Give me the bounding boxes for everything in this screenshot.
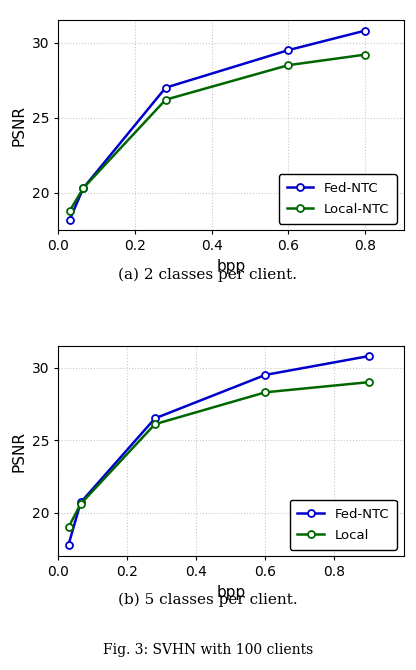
Local xyxy=(263,389,268,397)
Line: Local-NTC: Local-NTC xyxy=(66,51,369,214)
Fed-NTC xyxy=(366,352,371,360)
Fed-NTC xyxy=(163,84,168,92)
Line: Fed-NTC: Fed-NTC xyxy=(66,27,369,223)
Local xyxy=(366,378,371,386)
Y-axis label: PSNR: PSNR xyxy=(11,431,26,472)
Fed-NTC xyxy=(363,27,368,35)
Local-NTC xyxy=(81,184,86,192)
Local-NTC xyxy=(286,61,291,69)
Local-NTC xyxy=(163,96,168,104)
Fed-NTC xyxy=(67,216,72,224)
Text: Fig. 3: SVHN with 100 clients: Fig. 3: SVHN with 100 clients xyxy=(103,643,313,657)
Local-NTC xyxy=(67,207,72,215)
Fed-NTC xyxy=(78,498,83,507)
X-axis label: bpp: bpp xyxy=(216,259,245,274)
Local xyxy=(66,523,71,531)
Local-NTC xyxy=(363,51,368,59)
Fed-NTC xyxy=(263,371,268,379)
Local xyxy=(152,420,157,428)
Text: (b) 5 classes per client.: (b) 5 classes per client. xyxy=(118,593,298,607)
Y-axis label: PSNR: PSNR xyxy=(11,105,26,145)
Local xyxy=(78,500,83,508)
X-axis label: bpp: bpp xyxy=(216,585,245,600)
Fed-NTC xyxy=(152,414,157,422)
Legend: Fed-NTC, Local: Fed-NTC, Local xyxy=(290,500,397,549)
Line: Fed-NTC: Fed-NTC xyxy=(65,352,372,548)
Line: Local: Local xyxy=(65,379,372,531)
Fed-NTC xyxy=(286,46,291,54)
Fed-NTC xyxy=(81,184,86,192)
Fed-NTC xyxy=(66,541,71,549)
Legend: Fed-NTC, Local-NTC: Fed-NTC, Local-NTC xyxy=(279,174,397,224)
Text: (a) 2 classes per client.: (a) 2 classes per client. xyxy=(119,267,297,281)
